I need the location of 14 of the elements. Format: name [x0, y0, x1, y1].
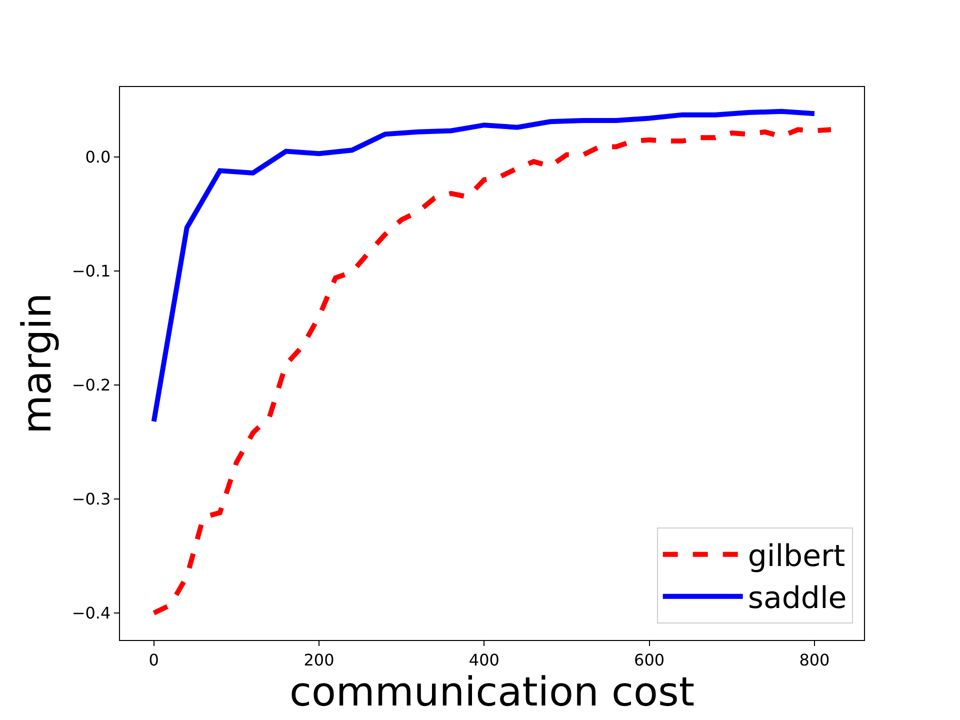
- y-tick-label: −0.1: [72, 262, 111, 281]
- y-tick-label: −0.4: [72, 604, 111, 623]
- legend-label: gilbert: [748, 539, 846, 574]
- x-tick-label: 200: [304, 650, 334, 670]
- y-tick-label: −0.3: [72, 490, 111, 509]
- y-tick-label: 0.0: [85, 148, 111, 167]
- legend-label: saddle: [748, 581, 847, 616]
- x-tick-label: 400: [468, 650, 500, 670]
- y-tick-label: −0.2: [72, 376, 111, 395]
- y-axis-title: margin: [14, 292, 60, 434]
- x-tick-label: 800: [799, 650, 830, 670]
- x-tick-label: 0: [148, 650, 159, 670]
- x-tick-label: 600: [634, 650, 665, 670]
- x-axis-title: communication cost: [289, 669, 695, 716]
